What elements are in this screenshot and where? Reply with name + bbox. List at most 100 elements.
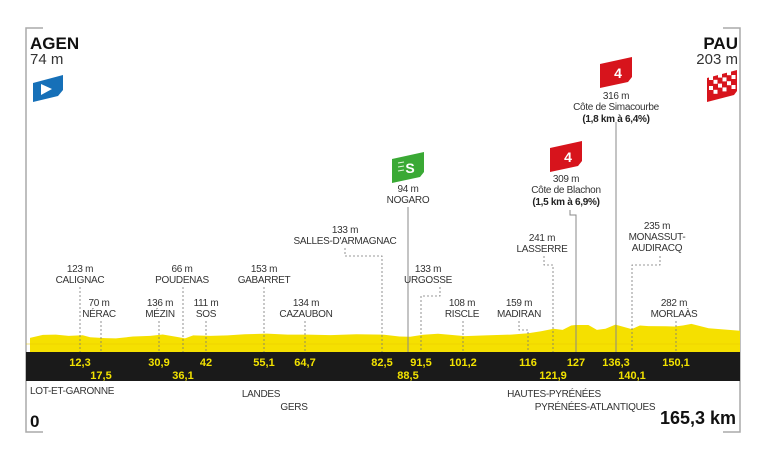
- km-marker: 127: [567, 357, 585, 369]
- leader-line: [569, 210, 577, 352]
- intermediate-sprint-icon: S: [392, 152, 424, 183]
- km-marker: 116: [519, 357, 537, 369]
- waypoint-name: NÉRAC: [82, 307, 116, 320]
- waypoint-name: NOGARO: [387, 195, 430, 206]
- left-frame-line: [25, 27, 43, 433]
- start-city: AGEN: [30, 34, 79, 53]
- waypoint-elevation: 136 m: [147, 298, 173, 309]
- flag-text: S: [405, 160, 414, 176]
- region-label: LOT-ET-GARONNE: [30, 386, 115, 397]
- km-marker: 42: [200, 357, 212, 369]
- km-marker: 64,7: [294, 357, 315, 369]
- waypoint-elevation: 316 m: [603, 91, 629, 102]
- waypoint-elevation: 133 m: [332, 225, 358, 236]
- region-label: GERS: [280, 402, 308, 413]
- waypoint-name: Côte de Blachon: [531, 185, 600, 196]
- climb-details: (1,5 km à 6,9%): [532, 197, 599, 208]
- waypoint-elevation: 235 m: [644, 221, 670, 232]
- waypoint-name: CAZAUBON: [279, 309, 332, 320]
- climb-category-icon: 4: [550, 141, 582, 172]
- region-label: HAUTES-PYRÉNÉES: [507, 387, 601, 400]
- waypoint-elevation: 70 m: [88, 298, 109, 309]
- waypoint-elevation: 309 m: [553, 174, 579, 185]
- leader-line: [543, 256, 554, 352]
- waypoint-name: GABARRET: [238, 275, 291, 286]
- waypoint-name-line2: AUDIRACQ: [632, 243, 683, 254]
- waypoint-name: MADIRAN: [497, 309, 541, 320]
- distance-start-label: 0: [30, 412, 39, 431]
- km-marker: 140,1: [618, 370, 646, 382]
- waypoint-name: SOS: [196, 309, 217, 320]
- waypoint-elevation: 134 m: [293, 298, 319, 309]
- waypoint-elevation: 66 m: [171, 264, 192, 275]
- waypoint-name: CALIGNAC: [56, 275, 105, 286]
- km-marker: 136,3: [602, 357, 630, 369]
- climb-details: (1,8 km à 6,4%): [582, 114, 649, 125]
- waypoint-elevation: 111 m: [194, 298, 219, 309]
- waypoint-name: MONASSUT-: [629, 232, 686, 243]
- km-marker: 17,5: [90, 370, 111, 382]
- waypoint-name: MÉZIN: [145, 307, 175, 320]
- km-markers: 12,317,5 30,936,1 42 55,1 64,7 82,5 88,591,5 10…: [69, 357, 689, 382]
- elevation-profile-area: [30, 323, 740, 352]
- climb-category-icon: 4: [600, 57, 632, 88]
- waypoint-elevation: 153 m: [251, 264, 277, 275]
- chart-frame: [25, 27, 741, 433]
- km-marker: 91,5: [410, 357, 431, 369]
- finish-elevation: 203 m: [696, 51, 738, 68]
- start-elevation: 74 m: [30, 51, 63, 68]
- waypoint-name: POUDENAS: [155, 275, 209, 286]
- waypoint-name: RISCLE: [445, 309, 480, 320]
- km-marker: 121,9: [539, 370, 567, 382]
- region-label: PYRÉNÉES-ATLANTIQUES: [535, 400, 656, 413]
- waypoint-elevation: 123 m: [67, 264, 93, 275]
- km-marker: 101,2: [449, 357, 477, 369]
- leader-line: [344, 248, 383, 352]
- checkered-finish-flag-icon: [707, 70, 737, 102]
- waypoint-elevation: 282 m: [661, 298, 687, 309]
- waypoint-elevation: 108 m: [449, 298, 475, 309]
- leader-line: [631, 256, 661, 352]
- km-marker: 12,3: [69, 357, 90, 369]
- km-marker: 30,9: [148, 357, 169, 369]
- finish-city: PAU: [703, 34, 738, 53]
- waypoint-name: LASSERRE: [517, 244, 569, 255]
- waypoint-elevation: 94 m: [397, 184, 418, 195]
- km-marker: 150,1: [662, 357, 690, 369]
- flag-text: 4: [564, 149, 572, 165]
- km-marker: 88,5: [397, 370, 418, 382]
- waypoint-leader-lines: [79, 122, 677, 352]
- waypoint-elevation: 241 m: [529, 233, 555, 244]
- waypoint-name: URGOSSE: [404, 275, 453, 286]
- waypoint-name: MORLAÀS: [651, 307, 698, 320]
- distance-band: [26, 352, 740, 381]
- waypoint-elevation: 133 m: [415, 264, 441, 275]
- km-marker: 55,1: [253, 357, 274, 369]
- leader-line: [420, 287, 441, 352]
- km-marker: 82,5: [371, 357, 392, 369]
- km-marker: 36,1: [172, 370, 193, 382]
- flag-text: 4: [614, 65, 622, 81]
- region-label: LANDES: [242, 389, 281, 400]
- waypoint-name: SALLES-D'ARMAGNAC: [294, 236, 397, 247]
- start-flag-icon: [33, 75, 63, 102]
- waypoint-elevation: 159 m: [506, 298, 532, 309]
- distance-end-label: 165,3 km: [660, 408, 736, 428]
